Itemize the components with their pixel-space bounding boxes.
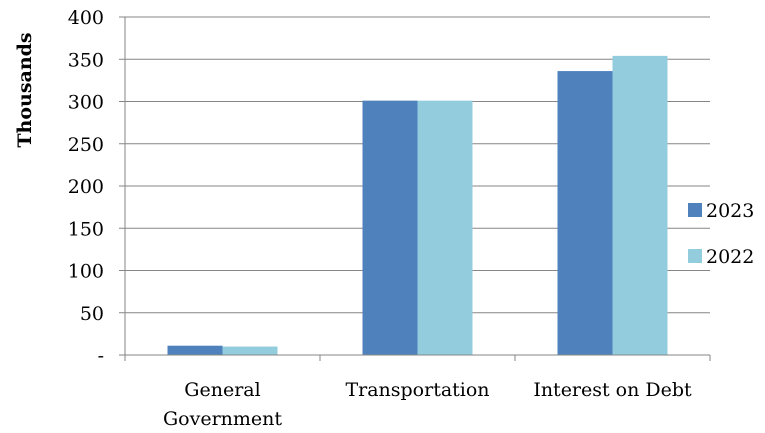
bar-2023-1 — [362, 100, 418, 355]
y-tick-label: 300 — [68, 92, 104, 114]
legend-swatch-2022 — [688, 249, 702, 263]
y-tick-label: 150 — [68, 218, 104, 240]
legend-label-2023: 2023 — [706, 200, 754, 222]
bars — [167, 55, 668, 356]
y-tick-label: 100 — [68, 261, 104, 283]
category-label: Interest on Debt — [533, 379, 692, 401]
y-tick-label: 400 — [68, 7, 104, 29]
bar-2023-0 — [167, 345, 223, 355]
axes — [119, 16, 711, 361]
y-tick-label: 250 — [68, 134, 104, 156]
y-tick-label: - — [98, 345, 104, 367]
bar-2022-1 — [417, 100, 473, 355]
legend: 2023 2022 — [688, 200, 754, 268]
category-label: Transportation — [345, 379, 489, 401]
y-tick-label: 200 — [68, 176, 104, 198]
bar-2023-2 — [557, 71, 613, 355]
y-tick-label: 350 — [68, 49, 104, 71]
bar-2022-2 — [612, 55, 668, 356]
y-tick-labels: - 50 100 150 200 250 300 350 400 — [68, 7, 104, 367]
category-label: General — [184, 379, 260, 401]
category-labels: General Government Transportation Interest … — [163, 379, 692, 430]
y-axis-title: Thousands — [14, 32, 36, 147]
bar-2022-0 — [222, 346, 278, 355]
legend-swatch-2023 — [688, 203, 702, 217]
legend-label-2022: 2022 — [706, 246, 754, 268]
category-label: Government — [163, 408, 282, 430]
y-tick-label: 50 — [80, 303, 104, 325]
